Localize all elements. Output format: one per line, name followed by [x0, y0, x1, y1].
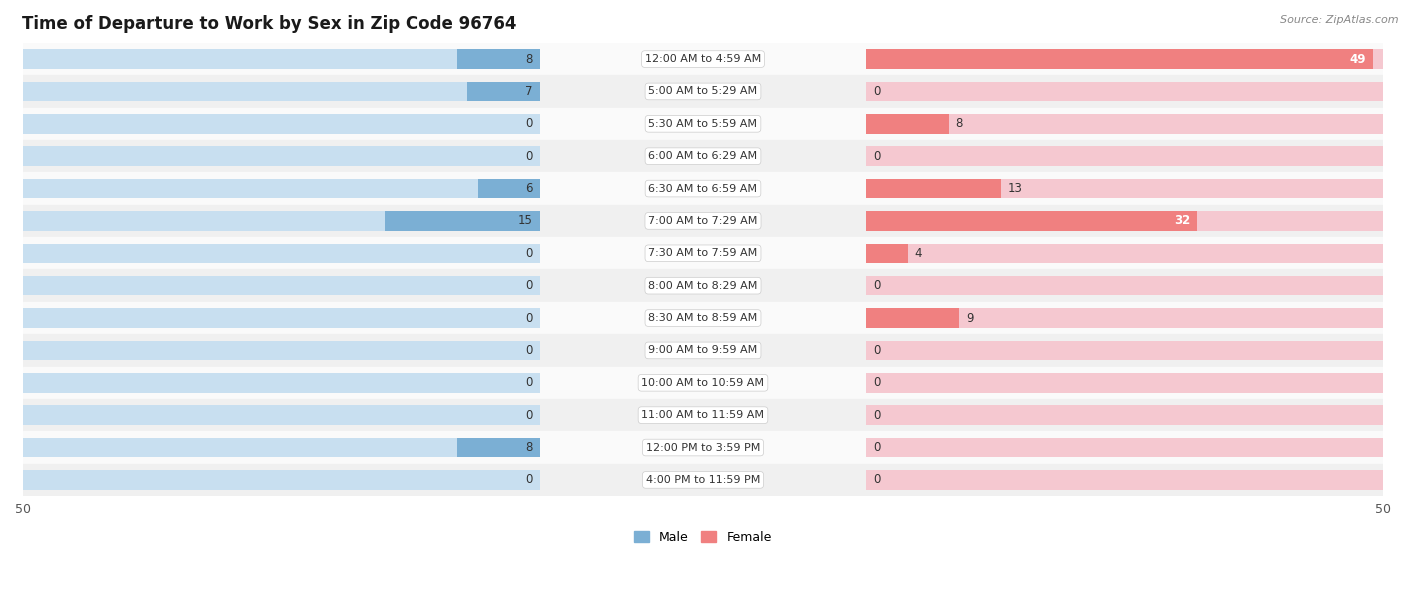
Text: 12:00 PM to 3:59 PM: 12:00 PM to 3:59 PM: [645, 443, 761, 453]
Text: 0: 0: [526, 409, 533, 422]
Text: 15: 15: [519, 214, 533, 228]
Text: 8: 8: [956, 118, 963, 130]
Text: 8: 8: [526, 441, 533, 454]
Bar: [467, 82, 540, 101]
Bar: [866, 373, 1384, 393]
Bar: [22, 237, 1384, 270]
Text: 7: 7: [526, 85, 533, 98]
Legend: Male, Female: Male, Female: [630, 526, 776, 549]
Text: 0: 0: [526, 311, 533, 324]
Bar: [22, 341, 540, 360]
Text: 0: 0: [526, 279, 533, 292]
Bar: [22, 464, 1384, 496]
Text: 0: 0: [873, 473, 880, 486]
Text: 5:30 AM to 5:59 AM: 5:30 AM to 5:59 AM: [648, 119, 758, 129]
Text: 0: 0: [873, 376, 880, 389]
Text: 10:00 AM to 10:59 AM: 10:00 AM to 10:59 AM: [641, 378, 765, 388]
Bar: [22, 108, 1384, 140]
Bar: [22, 75, 1384, 108]
Bar: [866, 276, 1384, 295]
Text: 0: 0: [873, 441, 880, 454]
Bar: [866, 82, 1384, 101]
Text: 4:00 PM to 11:59 PM: 4:00 PM to 11:59 PM: [645, 475, 761, 485]
Bar: [22, 82, 540, 101]
Text: Source: ZipAtlas.com: Source: ZipAtlas.com: [1281, 15, 1399, 25]
Text: 0: 0: [526, 150, 533, 163]
Text: 6:30 AM to 6:59 AM: 6:30 AM to 6:59 AM: [648, 184, 758, 194]
Bar: [22, 431, 1384, 464]
Bar: [866, 470, 1384, 489]
Text: 0: 0: [873, 150, 880, 163]
Text: 0: 0: [873, 85, 880, 98]
Bar: [22, 172, 1384, 205]
Bar: [866, 438, 1384, 457]
Text: 5:00 AM to 5:29 AM: 5:00 AM to 5:29 AM: [648, 87, 758, 96]
Text: 7:00 AM to 7:29 AM: 7:00 AM to 7:29 AM: [648, 216, 758, 226]
Bar: [22, 147, 540, 166]
Text: 6: 6: [526, 182, 533, 195]
Bar: [22, 373, 540, 393]
Bar: [22, 244, 540, 263]
Bar: [866, 308, 959, 328]
Bar: [866, 406, 1384, 425]
Text: 49: 49: [1350, 53, 1365, 65]
Text: 7:30 AM to 7:59 AM: 7:30 AM to 7:59 AM: [648, 248, 758, 258]
Bar: [385, 211, 540, 230]
Bar: [866, 179, 1384, 198]
Bar: [22, 308, 540, 328]
Bar: [22, 406, 540, 425]
Bar: [22, 470, 540, 489]
Bar: [22, 43, 1384, 75]
Bar: [866, 211, 1197, 230]
Bar: [866, 147, 1384, 166]
Bar: [22, 270, 1384, 302]
Bar: [866, 49, 1372, 69]
Text: 6:00 AM to 6:29 AM: 6:00 AM to 6:29 AM: [648, 151, 758, 161]
Text: 4: 4: [914, 247, 922, 260]
Bar: [866, 244, 907, 263]
Bar: [478, 179, 540, 198]
Bar: [457, 49, 540, 69]
Bar: [22, 205, 1384, 237]
Bar: [22, 334, 1384, 366]
Text: Time of Departure to Work by Sex in Zip Code 96764: Time of Departure to Work by Sex in Zip …: [21, 15, 516, 33]
Bar: [866, 308, 1384, 328]
Bar: [22, 366, 1384, 399]
Text: 0: 0: [526, 247, 533, 260]
Bar: [22, 114, 540, 134]
Bar: [22, 211, 540, 230]
Text: 8: 8: [526, 53, 533, 65]
Bar: [22, 179, 540, 198]
Text: 0: 0: [526, 376, 533, 389]
Text: 32: 32: [1174, 214, 1189, 228]
Bar: [866, 179, 1001, 198]
Bar: [866, 49, 1384, 69]
Bar: [22, 49, 540, 69]
Text: 0: 0: [873, 279, 880, 292]
Bar: [866, 211, 1384, 230]
Text: 0: 0: [526, 473, 533, 486]
Bar: [457, 438, 540, 457]
Text: 0: 0: [873, 409, 880, 422]
Text: 9: 9: [966, 311, 973, 324]
Bar: [866, 341, 1384, 360]
Bar: [22, 438, 540, 457]
Bar: [866, 114, 1384, 134]
Bar: [22, 276, 540, 295]
Bar: [866, 114, 949, 134]
Text: 8:30 AM to 8:59 AM: 8:30 AM to 8:59 AM: [648, 313, 758, 323]
Text: 13: 13: [1007, 182, 1022, 195]
Bar: [866, 244, 1384, 263]
Text: 0: 0: [873, 344, 880, 357]
Text: 0: 0: [526, 344, 533, 357]
Text: 8:00 AM to 8:29 AM: 8:00 AM to 8:29 AM: [648, 281, 758, 290]
Bar: [22, 140, 1384, 172]
Bar: [22, 302, 1384, 334]
Text: 0: 0: [526, 118, 533, 130]
Bar: [22, 399, 1384, 431]
Text: 12:00 AM to 4:59 AM: 12:00 AM to 4:59 AM: [645, 54, 761, 64]
Text: 9:00 AM to 9:59 AM: 9:00 AM to 9:59 AM: [648, 346, 758, 355]
Text: 11:00 AM to 11:59 AM: 11:00 AM to 11:59 AM: [641, 410, 765, 420]
